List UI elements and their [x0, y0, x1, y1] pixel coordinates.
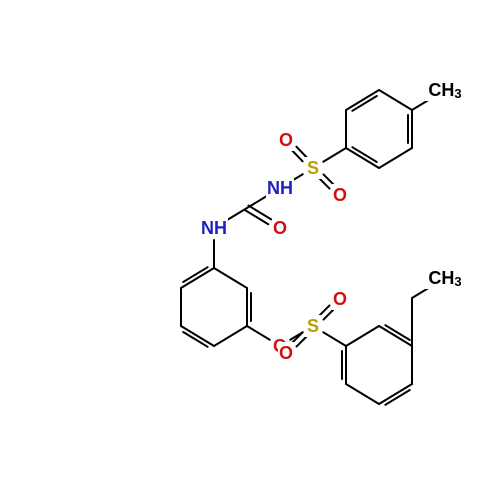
atom-label-S: S	[307, 158, 319, 178]
bond-line	[346, 326, 379, 346]
bond-line	[346, 148, 379, 168]
bond-line	[247, 326, 270, 340]
atom-label-O: O	[273, 218, 287, 238]
bond-line	[181, 326, 214, 346]
bond-line	[379, 326, 412, 346]
bond-line	[246, 210, 269, 224]
atom-label-S: S	[307, 316, 319, 336]
bond-line	[379, 148, 412, 168]
bond-line	[181, 268, 214, 288]
bond-line	[214, 326, 247, 346]
bond-line	[379, 384, 412, 404]
bond-line	[248, 206, 271, 220]
atom-label-O: O	[279, 130, 293, 150]
bond-line	[214, 268, 247, 288]
bond-line	[323, 332, 346, 346]
bond-line	[346, 384, 379, 404]
bond-line	[323, 148, 346, 162]
bond-line	[346, 90, 379, 110]
bond-line	[379, 90, 412, 110]
atom-label-NH: NH	[201, 218, 227, 238]
molecule-canvas: CH3SOONHONHOSOOCH3	[0, 0, 500, 500]
molecule-svg: CH3SOONHONHOSOOCH3	[0, 0, 500, 500]
atom-label-O: O	[333, 289, 347, 309]
atom-label-NH: NH	[267, 178, 293, 198]
atom-label-O: O	[333, 185, 347, 205]
atom-label-O: O	[279, 343, 293, 363]
